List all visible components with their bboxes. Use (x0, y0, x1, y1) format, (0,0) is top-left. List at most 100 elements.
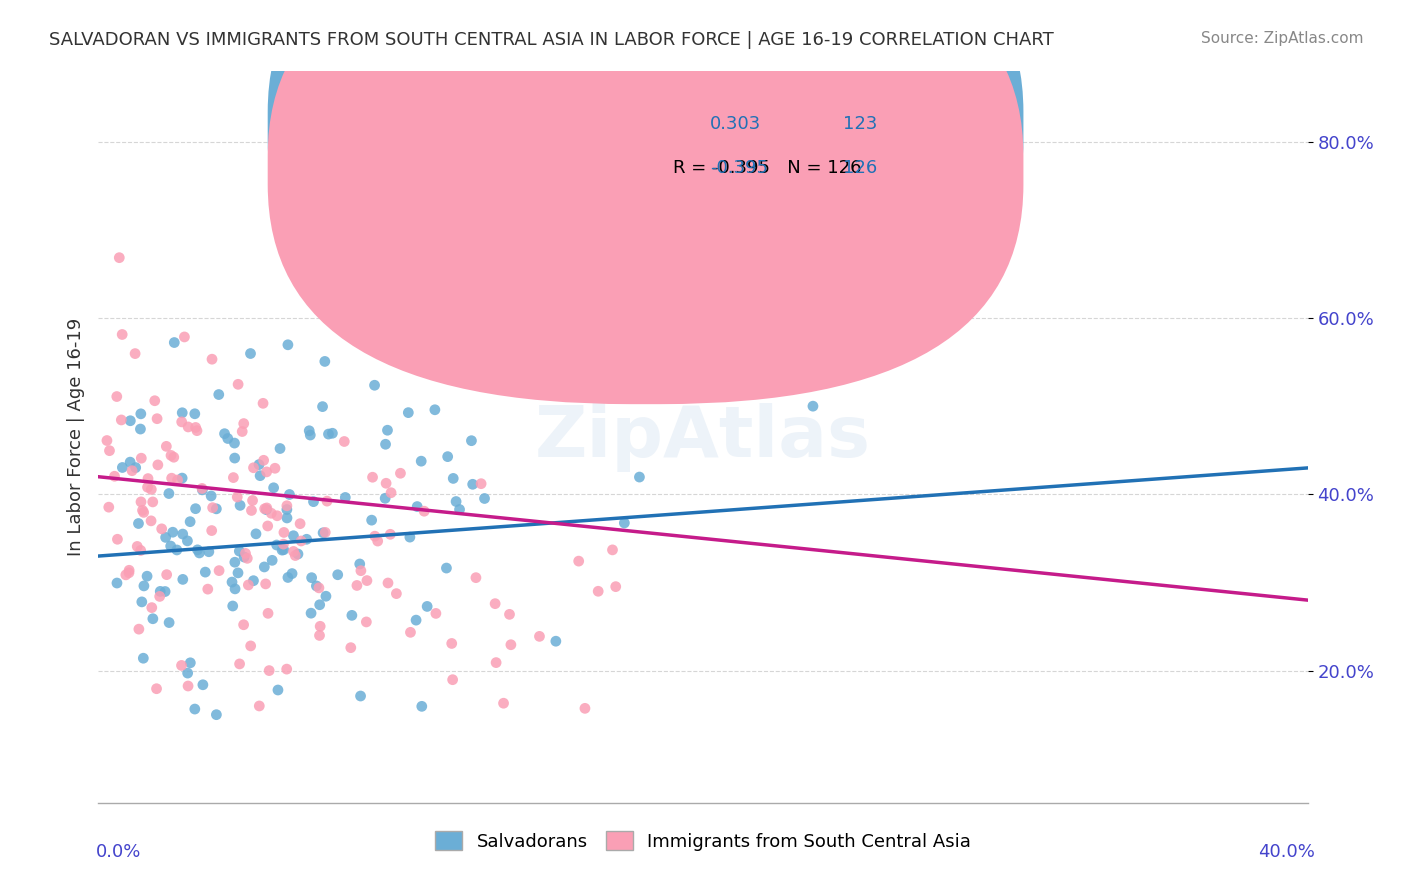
Point (228, 657, 250, 671)
Point (269, 442, 291, 456)
Point (142, 612, 165, 626)
Point (222, 599, 245, 613)
Point (149, 584, 172, 599)
Text: R = -0.395   N = 126: R = -0.395 N = 126 (672, 159, 862, 177)
Point (283, 544, 305, 558)
Point (131, 503, 153, 517)
Point (118, 566, 141, 580)
Point (440, 636, 463, 650)
Point (464, 571, 486, 585)
Point (605, 580, 627, 594)
Point (283, 529, 305, 543)
Point (159, 539, 181, 553)
Point (413, 504, 436, 518)
Point (177, 679, 200, 693)
Point (316, 494, 339, 508)
Point (110, 413, 132, 427)
Point (121, 464, 143, 478)
Point (441, 673, 464, 687)
Point (389, 467, 412, 481)
Point (111, 327, 134, 342)
Point (173, 330, 195, 344)
Point (314, 354, 336, 368)
Text: SALVADORAN VS IMMIGRANTS FROM SOUTH CENTRAL ASIA IN LABOR FORCE | AGE 16-19 CORR: SALVADORAN VS IMMIGRANTS FROM SOUTH CENT… (49, 31, 1054, 49)
Point (277, 338, 299, 352)
Point (399, 530, 422, 544)
Point (266, 508, 288, 523)
Point (228, 544, 250, 558)
Point (302, 494, 325, 508)
Point (224, 555, 246, 569)
Point (201, 500, 224, 515)
Point (305, 579, 328, 593)
Point (314, 525, 336, 540)
Point (333, 434, 356, 449)
Point (128, 622, 150, 636)
Point (222, 470, 245, 484)
Point (257, 607, 280, 621)
Point (166, 543, 188, 558)
Point (200, 489, 222, 503)
Point (299, 428, 322, 442)
Point (263, 481, 285, 495)
Point (321, 426, 343, 441)
Point (238, 578, 260, 592)
Point (273, 525, 295, 540)
Point (129, 543, 152, 558)
Point (179, 656, 201, 670)
Point (367, 534, 389, 549)
Point (364, 529, 387, 543)
Point (399, 625, 422, 640)
Point (186, 542, 208, 557)
Point (162, 525, 184, 540)
Point (266, 538, 288, 552)
Point (287, 547, 309, 561)
Point (271, 543, 294, 558)
Point (179, 515, 201, 529)
Point (145, 681, 167, 696)
Point (153, 584, 176, 599)
Point (118, 563, 141, 577)
Point (568, 554, 591, 568)
Point (308, 581, 330, 595)
Point (256, 465, 278, 479)
Point (273, 537, 295, 551)
Point (163, 335, 186, 350)
Point (115, 567, 138, 582)
Point (108, 251, 131, 265)
Point (361, 470, 384, 484)
Point (529, 629, 551, 643)
Point (484, 597, 506, 611)
Point (160, 471, 183, 485)
Legend: Salvadorans, Immigrants from South Central Asia: Salvadorans, Immigrants from South Centr… (426, 822, 980, 860)
Point (375, 476, 398, 491)
Point (613, 516, 636, 530)
Point (226, 377, 249, 392)
Point (277, 570, 299, 584)
Point (444, 494, 467, 508)
Point (256, 519, 278, 533)
Point (188, 546, 211, 560)
Point (253, 501, 276, 516)
Point (125, 460, 148, 475)
Point (461, 477, 484, 491)
Point (290, 533, 312, 548)
Text: 126: 126 (844, 159, 877, 177)
Point (131, 595, 153, 609)
Point (356, 574, 378, 588)
Point (149, 590, 172, 604)
Point (197, 582, 219, 596)
Point (96, 434, 118, 448)
Point (574, 701, 596, 715)
Point (350, 564, 373, 578)
FancyBboxPatch shape (606, 90, 993, 218)
Point (450, 342, 472, 356)
Point (170, 658, 193, 673)
Point (107, 533, 129, 547)
Point (339, 640, 361, 655)
Point (172, 573, 194, 587)
Point (416, 599, 439, 614)
Point (214, 426, 236, 441)
Point (194, 565, 217, 579)
Point (184, 420, 207, 434)
